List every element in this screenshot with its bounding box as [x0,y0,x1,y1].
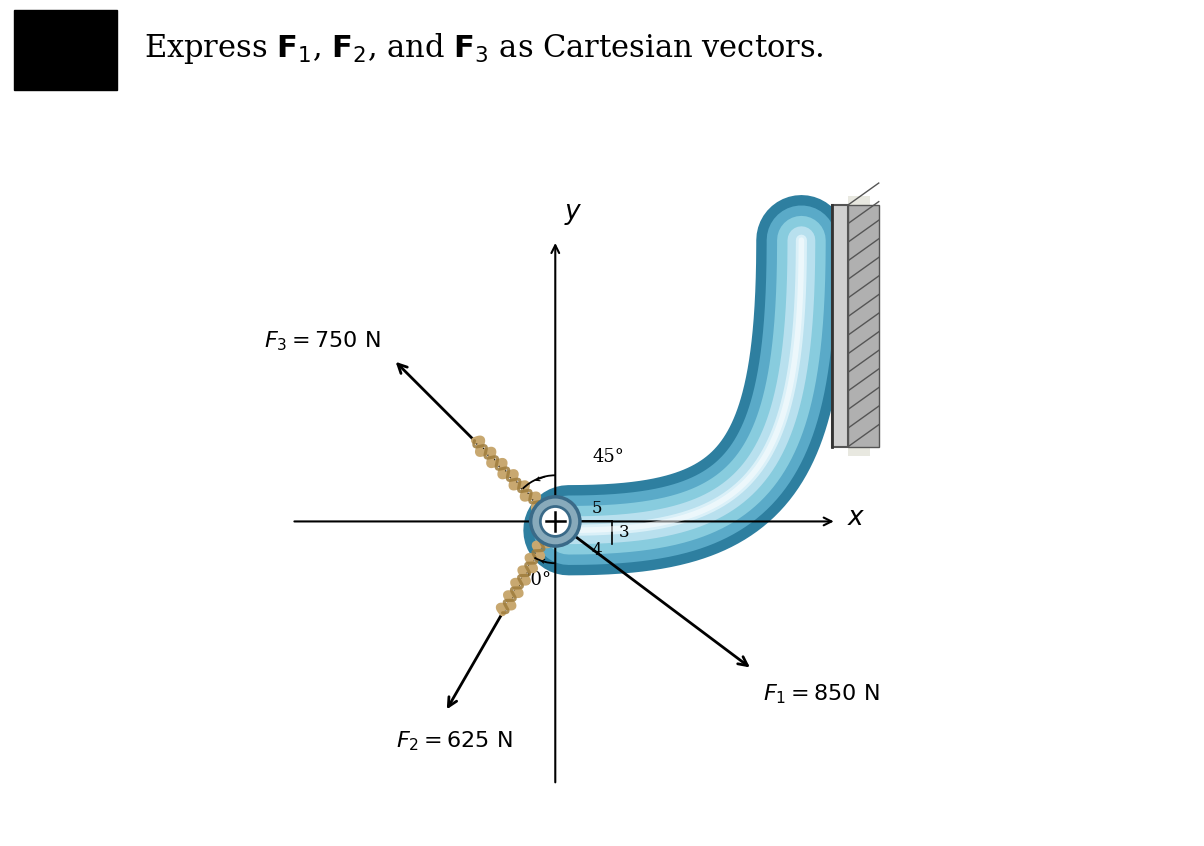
Text: 5: 5 [592,500,602,517]
Text: 4: 4 [591,541,602,559]
Text: 30°: 30° [520,571,551,589]
Bar [848,205,879,447]
Text: $x$: $x$ [848,504,866,530]
Circle shape [531,497,580,546]
Text: $F_3 = 750\ \mathrm{N}$: $F_3 = 750\ \mathrm{N}$ [264,329,380,353]
Bar [848,196,870,455]
Text: 45°: 45° [592,448,624,465]
Text: $F_1 = 850\ \mathrm{N}$: $F_1 = 850\ \mathrm{N}$ [762,682,879,706]
Text: $F_2 = 625\ \mathrm{N}$: $F_2 = 625\ \mathrm{N}$ [396,729,513,753]
Bar [832,205,848,447]
Bar [14,10,117,90]
Text: $y$: $y$ [563,202,583,227]
Circle shape [541,507,571,536]
Text: 3: 3 [619,525,630,541]
Text: Express $\mathbf{F}_1$, $\mathbf{F}_2$, and $\mathbf{F}_3$ as Cartesian vectors.: Express $\mathbf{F}_1$, $\mathbf{F}_2$, … [144,31,825,66]
